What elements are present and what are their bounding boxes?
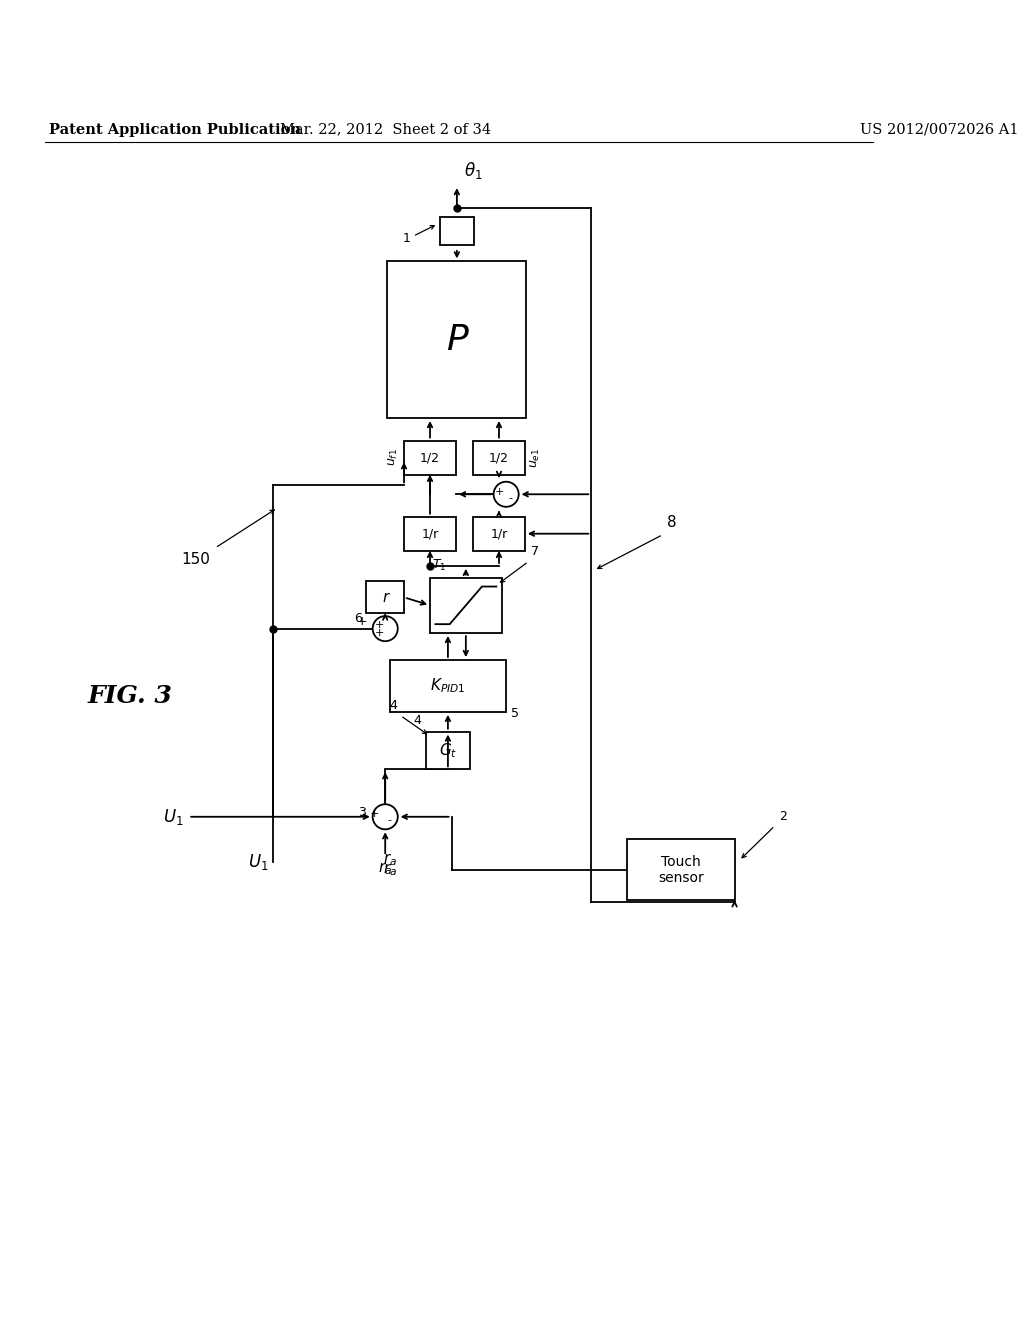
Text: 4: 4 <box>413 714 421 727</box>
Text: -: - <box>388 816 392 825</box>
Text: 1: 1 <box>402 232 411 246</box>
Text: 3: 3 <box>357 805 366 818</box>
Text: 4: 4 <box>389 700 397 711</box>
Text: -: - <box>509 492 513 503</box>
Text: $r_a$: $r_a$ <box>383 862 396 878</box>
Text: r: r <box>382 590 388 605</box>
Text: 1/2: 1/2 <box>420 451 440 465</box>
Text: 8: 8 <box>668 515 677 531</box>
Text: 150: 150 <box>181 553 211 568</box>
Text: Mar. 22, 2012  Sheet 2 of 34: Mar. 22, 2012 Sheet 2 of 34 <box>280 123 490 137</box>
Text: 1/r: 1/r <box>422 527 438 540</box>
Text: +: + <box>375 620 385 630</box>
Text: +: + <box>496 487 505 496</box>
Text: Touch
sensor: Touch sensor <box>658 854 703 884</box>
Bar <box>390 660 506 711</box>
Text: 1/r: 1/r <box>490 527 508 540</box>
Bar <box>404 441 456 475</box>
Text: 7: 7 <box>531 545 540 558</box>
Text: FIG. 3: FIG. 3 <box>87 684 172 708</box>
Bar <box>473 441 525 475</box>
Text: +: + <box>370 809 379 820</box>
Bar <box>426 731 470 770</box>
Text: +: + <box>375 628 385 638</box>
Text: 1/2: 1/2 <box>489 451 509 465</box>
Bar <box>367 581 404 614</box>
Text: Patent Application Publication: Patent Application Publication <box>49 123 301 137</box>
Bar <box>430 578 502 634</box>
Circle shape <box>373 616 397 642</box>
Text: $r_a$: $r_a$ <box>383 851 396 869</box>
Text: +: + <box>356 615 368 628</box>
Text: $K_{PID1}$: $K_{PID1}$ <box>430 677 466 696</box>
Bar <box>627 840 734 900</box>
Bar <box>387 261 526 418</box>
Text: $u_{e1}$: $u_{e1}$ <box>528 447 542 467</box>
Text: $G_t$: $G_t$ <box>438 741 457 760</box>
Circle shape <box>373 804 397 829</box>
Text: $u_{f1}$: $u_{f1}$ <box>387 449 400 466</box>
Text: 6: 6 <box>354 611 361 624</box>
Bar <box>473 516 525 550</box>
Text: $\theta_1$: $\theta_1$ <box>464 160 482 181</box>
Text: $r_a$: $r_a$ <box>378 861 392 878</box>
Text: $T_1$: $T_1$ <box>432 558 446 573</box>
Bar <box>440 216 474 246</box>
Circle shape <box>494 482 519 507</box>
Bar <box>404 516 456 550</box>
Text: US 2012/0072026 A1: US 2012/0072026 A1 <box>860 123 1019 137</box>
Text: $U_1$: $U_1$ <box>163 807 183 826</box>
Text: P: P <box>446 322 468 356</box>
Text: 5: 5 <box>511 708 518 721</box>
Text: $U_1$: $U_1$ <box>248 851 268 871</box>
Text: 2: 2 <box>779 810 787 824</box>
